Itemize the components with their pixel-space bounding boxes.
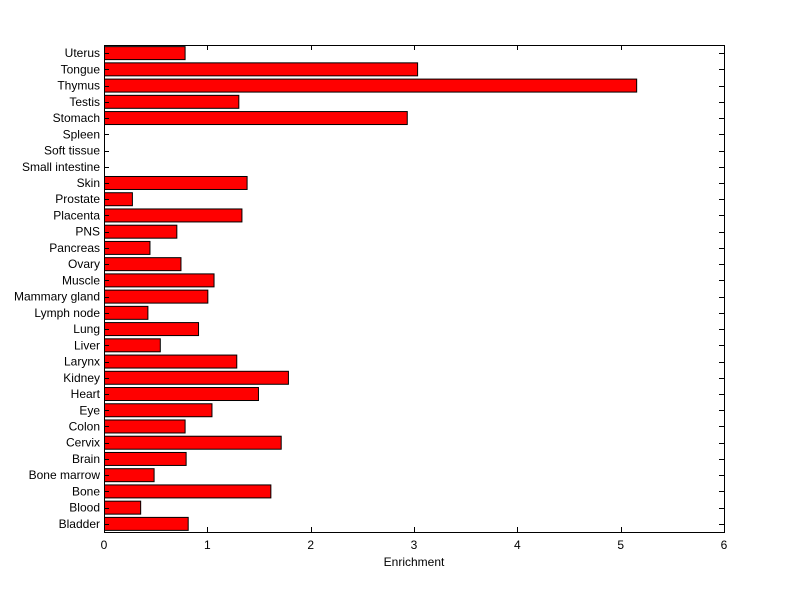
bar-uterus (104, 46, 186, 61)
y-tick-label: Cervix (66, 436, 100, 450)
x-tick-label: 1 (204, 538, 211, 552)
y-tick-label: Mammary gland (14, 290, 100, 304)
y-tick-label: Lymph node (34, 306, 100, 320)
y-ticks-group: Uterus Tongue Thymus Testis Stomach Spleen Sof… (14, 46, 724, 531)
y-tick-label: Muscle (62, 273, 100, 287)
bar-larynx (104, 354, 238, 369)
bar-bone-marrow (104, 468, 155, 483)
y-tick-label: Skin (77, 176, 100, 190)
y-tick-label: Tongue (61, 62, 101, 76)
y-tick-label: Larynx (64, 355, 100, 369)
x-tick-label: 0 (101, 538, 108, 552)
bar-colon (104, 419, 186, 434)
bar-lung (104, 322, 200, 337)
bars-group (104, 46, 638, 531)
bar-skin (104, 175, 248, 190)
y-tick-label: Stomach (53, 111, 100, 125)
x-axis-label: Enrichment (384, 555, 445, 569)
y-tick-label: Ovary (68, 257, 100, 271)
bar-muscle (104, 273, 215, 288)
bar-tongue (104, 62, 419, 77)
y-tick-label: Testis (69, 95, 100, 109)
bar-pancreas (104, 240, 151, 255)
y-tick-label: Brain (72, 452, 100, 466)
bar-kidney (104, 370, 289, 385)
bar-pns (104, 224, 178, 239)
y-tick-label: Bone marrow (29, 468, 101, 482)
bar-blood (104, 500, 142, 515)
bar-brain (104, 451, 187, 466)
bar-ovary (104, 257, 182, 272)
y-tick-label: Kidney (63, 371, 100, 385)
y-tick-label: Lung (73, 322, 100, 336)
y-tick-label: Soft tissue (44, 144, 100, 158)
y-tick-label: Thymus (57, 79, 100, 93)
bar-eye (104, 403, 213, 418)
x-tick-label: 4 (514, 538, 521, 552)
bar-lymph-node (104, 305, 149, 320)
bar-heart (104, 387, 259, 402)
x-tick-label: 5 (617, 538, 624, 552)
bar-liver (104, 338, 161, 353)
x-tick-label: 3 (411, 538, 418, 552)
plot-frame (104, 45, 725, 533)
bar-placenta (104, 208, 243, 223)
x-tick-label: 6 (721, 538, 728, 552)
bar-thymus (104, 78, 638, 93)
y-tick-label: Bladder (59, 517, 100, 531)
y-tick-label: PNS (75, 225, 100, 239)
bar-bladder (104, 516, 189, 531)
y-tick-label: Colon (69, 419, 100, 433)
y-tick-label: Blood (69, 501, 100, 515)
y-tick-label: Heart (71, 387, 101, 401)
y-tick-label: Uterus (65, 46, 100, 60)
y-tick-label: Small intestine (22, 160, 100, 174)
y-tick-label: Eye (79, 403, 100, 417)
bar-bone (104, 484, 272, 499)
bar-testis (104, 94, 240, 109)
y-tick-label: Prostate (55, 192, 100, 206)
bar-cervix (104, 435, 282, 450)
x-tick-label: 2 (307, 538, 314, 552)
y-tick-label: Pancreas (49, 241, 100, 255)
y-tick-label: Placenta (53, 208, 100, 222)
plot-area (104, 45, 724, 532)
bar-stomach (104, 111, 408, 126)
bar-mammary-gland (104, 289, 209, 304)
y-tick-label: Bone (72, 484, 100, 498)
y-tick-label: Spleen (63, 127, 100, 141)
y-tick-label: Liver (74, 338, 100, 352)
